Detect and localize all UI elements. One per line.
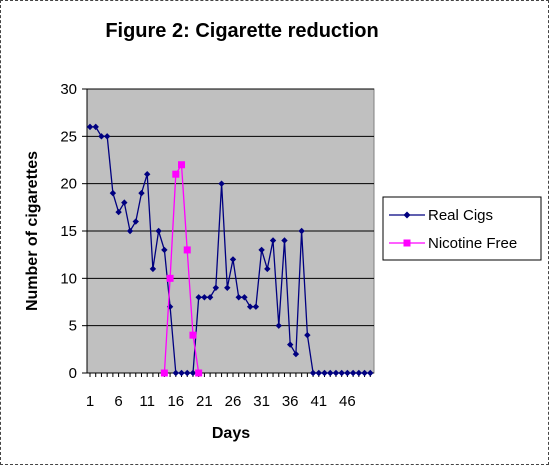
- data-point-real-cigs: [149, 265, 157, 273]
- data-point-real-cigs: [206, 294, 214, 301]
- data-point-real-cigs: [161, 246, 168, 254]
- y-tick-label: 5: [69, 318, 77, 335]
- data-point-real-cigs: [109, 189, 117, 197]
- data-point-nicotine-free: [178, 161, 186, 169]
- x-tick-label: 31: [253, 393, 270, 410]
- data-point-real-cigs: [315, 369, 322, 377]
- data-point-real-cigs: [189, 369, 197, 377]
- data-point-real-cigs: [235, 294, 242, 301]
- y-tick-label: 25: [60, 128, 77, 145]
- x-tick-label: 36: [282, 393, 299, 410]
- data-point-real-cigs: [178, 369, 185, 377]
- data-point-real-cigs: [361, 369, 368, 377]
- data-point-real-cigs: [132, 218, 139, 225]
- data-point-nicotine-free: [166, 274, 174, 282]
- data-point-nicotine-free: [195, 369, 203, 377]
- data-point-real-cigs: [258, 246, 265, 254]
- data-point-real-cigs: [172, 369, 179, 377]
- data-point-real-cigs: [321, 369, 328, 377]
- data-point-real-cigs: [355, 369, 363, 377]
- data-point-real-cigs: [224, 284, 231, 291]
- data-point-real-cigs: [195, 294, 202, 301]
- y-tick-label: 30: [60, 81, 77, 98]
- legend-marker-real-cigs: [403, 211, 411, 219]
- x-tick-label: 46: [339, 393, 356, 410]
- data-point-nicotine-free: [172, 170, 180, 178]
- x-tick-label: 16: [167, 393, 184, 410]
- x-tick-label: 26: [225, 393, 242, 410]
- data-point-real-cigs: [332, 369, 340, 377]
- data-point-real-cigs: [344, 369, 351, 377]
- legend-box: [382, 196, 542, 261]
- x-axis-title: Days: [212, 425, 250, 442]
- legend-marker-nicotine-free: [403, 239, 411, 247]
- legend: Real Cigs Nicotine Free: [382, 196, 542, 261]
- legend-label-real-cigs: Real Cigs: [428, 207, 493, 224]
- chart-title: Figure 2: Cigarette reduction: [105, 20, 378, 42]
- data-point-real-cigs: [241, 294, 248, 301]
- data-point-real-cigs: [367, 369, 374, 377]
- data-point-real-cigs: [309, 369, 317, 377]
- data-point-nicotine-free: [189, 331, 197, 339]
- data-point-real-cigs: [252, 303, 260, 310]
- data-point-real-cigs: [327, 369, 334, 377]
- data-point-real-cigs: [98, 133, 105, 140]
- data-point-nicotine-free: [183, 246, 191, 254]
- data-point-real-cigs: [287, 341, 294, 348]
- data-point-real-cigs: [184, 369, 191, 377]
- data-point-real-cigs: [264, 265, 271, 273]
- y-tick-labels: 0 5 10 15 20 25 30: [60, 81, 87, 382]
- data-point-real-cigs: [246, 303, 254, 310]
- data-point-real-cigs: [338, 369, 345, 377]
- gridlines: [87, 88, 374, 327]
- x-tick-label: 6: [114, 393, 122, 410]
- data-point-real-cigs: [281, 237, 288, 244]
- data-point-real-cigs: [298, 227, 305, 235]
- data-point-real-cigs: [138, 189, 145, 197]
- data-point-real-cigs: [115, 208, 122, 216]
- x-tick-label: 11: [139, 393, 155, 410]
- y-tick-label: 10: [60, 270, 77, 287]
- y-axis-title: Number of cigarettes: [24, 151, 41, 311]
- data-point-real-cigs: [201, 294, 208, 301]
- data-point-real-cigs: [218, 180, 225, 187]
- data-point-real-cigs: [269, 237, 277, 244]
- data-point-real-cigs: [275, 322, 282, 329]
- y-tick-label: 15: [60, 223, 77, 240]
- x-tick-label: 21: [196, 393, 213, 410]
- data-point-real-cigs: [349, 369, 357, 377]
- x-tick-label: 1: [86, 393, 94, 410]
- data-point-real-cigs: [155, 227, 162, 235]
- data-point-real-cigs: [92, 123, 99, 131]
- legend-label-nicotine-free: Nicotine Free: [428, 235, 517, 252]
- data-point-real-cigs: [292, 350, 300, 358]
- series-layer: [86, 123, 374, 377]
- x-tick-labels: 1 6 11 16 21 26 31 36 41 46: [86, 373, 371, 410]
- data-point-real-cigs: [86, 123, 94, 131]
- data-point-real-cigs: [304, 331, 311, 339]
- data-point-real-cigs: [103, 133, 111, 140]
- x-tick-label: 41: [310, 393, 327, 410]
- data-point-real-cigs: [229, 256, 237, 263]
- data-point-real-cigs: [144, 171, 151, 178]
- data-point-real-cigs: [121, 199, 128, 206]
- y-tick-label: 0: [69, 365, 77, 382]
- data-point-real-cigs: [212, 284, 220, 291]
- data-point-real-cigs: [126, 227, 134, 235]
- data-point-nicotine-free: [160, 369, 168, 377]
- y-tick-label: 20: [60, 176, 77, 193]
